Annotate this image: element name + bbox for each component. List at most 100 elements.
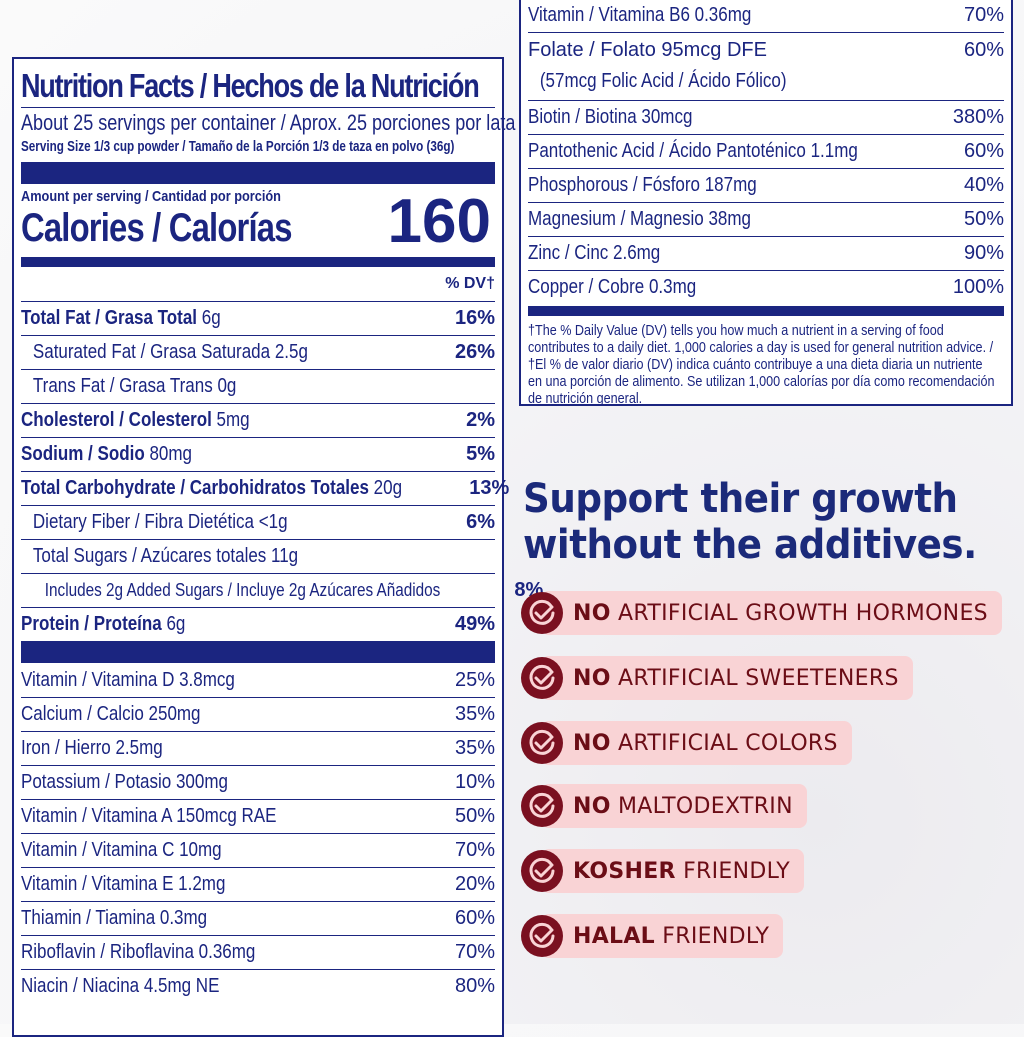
nutrient-amount: 2.5g (274, 341, 308, 363)
headline-line1: Support their growth (523, 476, 958, 522)
nutrient-name: Sodium / Sodio 80mg (21, 443, 192, 466)
nutrient-row: Cholesterol / Colesterol 5mg 2% (21, 403, 495, 437)
badge-rest: FRIENDLY (675, 858, 790, 884)
vitamin-row: Folate / Folato 95mcg DFE (57mcg Folic Ac… (528, 32, 1004, 100)
badge-rest: MALTODEXTRIN (610, 793, 793, 819)
vitamin-row: Vitamin / Vitamina B6 0.36mg 70% (528, 0, 1004, 32)
nutrient-label: Saturated Fat / Grasa Saturada (32, 341, 271, 363)
nutrient-label: Total Fat / Grasa Total (21, 307, 198, 329)
vitamin-row: Iron / Hierro 2.5mg 35% (21, 731, 495, 765)
dv-footnote: †The % Daily Value (DV) tells you how mu… (528, 322, 995, 407)
vitamin-dv: 80% (454, 975, 495, 997)
vitamin-dv: 35% (454, 737, 495, 759)
nutrient-row: Includes 2g Added Sugars / Incluye 2g Az… (21, 573, 543, 607)
badge-rest: FRIENDLY (655, 923, 770, 949)
nutrient-row: Saturated Fat / Grasa Saturada 2.5g 26% (21, 335, 495, 369)
badge-bold: NO (573, 793, 611, 819)
vitamin-row: Calcium / Calcio 250mg 35% (21, 697, 495, 731)
nutrient-name: Includes 2g Added Sugars / Incluye 2g Az… (21, 580, 441, 601)
label-title: Nutrition Facts / Hechos de la Nutrición (21, 67, 480, 104)
check-circle-icon (521, 592, 563, 634)
vitamin-name-wrap: Folate / Folato 95mcg DFE (57mcg Folic Ac… (528, 39, 832, 93)
nutrient-row: Protein / Proteína 6g 49% (21, 607, 495, 641)
vitamin-name: Potassium / Potasio 300mg (21, 771, 228, 793)
feature-badge: NO ARTIFICIAL COLORS (521, 721, 852, 765)
vitamin-name: Folate / Folato 95mcg DFE (528, 39, 767, 61)
amount-per-serving: Amount per serving / Cantidad por porció… (21, 188, 281, 205)
nutrient-name: Total Fat / Grasa Total 6g (21, 307, 221, 330)
badge-text: NO ARTIFICIAL COLORS (541, 721, 852, 765)
check-circle-icon (521, 657, 563, 699)
vitamin-name: Riboflavin / Riboflavina 0.36mg (21, 941, 256, 963)
divider-medium (21, 257, 495, 267)
badge-bold: NO (573, 665, 611, 691)
badge-rest: ARTIFICIAL SWEETENERS (610, 665, 899, 691)
feature-badge: NO MALTODEXTRIN (521, 784, 807, 828)
nutrient-dv: 5% (466, 443, 495, 465)
nutrition-facts-panel: Nutrition Facts / Hechos de la Nutrición… (12, 57, 543, 1037)
vitamin-row: Copper / Cobre 0.3mg 100% (528, 270, 1004, 304)
vitamin-dv: 90% (963, 242, 1004, 264)
vitamin-dv: 100% (952, 276, 1004, 298)
vitamin-dv: 70% (963, 3, 1004, 26)
nutrient-row: Total Fat / Grasa Total 6g 16% (21, 301, 495, 335)
nutrient-name: Total Sugars / Azúcares totales 11g (21, 545, 298, 568)
check-circle-icon (521, 722, 563, 764)
nutrient-label: Sodium / Sodio (21, 443, 145, 465)
vitamin-name: Vitamin / Vitamina D 3.8mcg (21, 668, 235, 691)
vitamin-dv: 70% (454, 839, 495, 861)
vitamin-row: Vitamin / Vitamina C 10mg 70% (21, 833, 495, 867)
badge-bold: NO (573, 600, 611, 626)
vitamin-row: Pantothenic Acid / Ácido Pantoténico 1.1… (528, 134, 1004, 168)
vitamin-dv: 10% (454, 771, 495, 793)
vitamin-row: Potassium / Potasio 300mg 10% (21, 765, 495, 799)
nutrient-amount: <1g (258, 511, 288, 533)
vitamin-name: Vitamin / Vitamina E 1.2mg (21, 873, 226, 895)
vitamin-name: Phosphorous / Fósforo 187mg (528, 174, 757, 196)
vitamin-row: Magnesium / Magnesio 38mg 50% (528, 202, 1004, 236)
vitamin-dv: 50% (454, 805, 495, 827)
nutrient-row: Trans Fat / Grasa Trans 0g (21, 369, 495, 403)
badge-rest: ARTIFICIAL GROWTH HORMONES (610, 600, 988, 626)
vitamin-dv: 50% (963, 208, 1004, 230)
nutrient-name: Cholesterol / Colesterol 5mg (21, 409, 250, 432)
vitamin-name: Vitamin / Vitamina A 150mcg RAE (21, 805, 277, 827)
vitamin-row: Biotin / Biotina 30mcg 380% (528, 100, 1004, 134)
nutrient-name: Protein / Proteína 6g (21, 613, 185, 636)
nutrient-row: Dietary Fiber / Fibra Dietética <1g 6% (21, 505, 495, 539)
nutrient-label: Protein / Proteína (21, 613, 162, 635)
vitamin-dv: 70% (454, 941, 495, 963)
nutrient-label: Cholesterol / Colesterol (21, 409, 212, 431)
check-circle-icon (521, 915, 563, 957)
vitamin-dv: 60% (454, 907, 495, 929)
vitamin-row: Vitamin / Vitamina D 3.8mcg 25% (21, 663, 495, 697)
nutrient-name: Saturated Fat / Grasa Saturada 2.5g (21, 341, 308, 364)
nutrient-row: Sodium / Sodio 80mg 5% (21, 437, 495, 471)
nutrient-dv: 49% (454, 613, 495, 635)
nutrient-amount: 0g (217, 375, 237, 397)
badge-text: HALAL FRIENDLY (541, 914, 784, 958)
vitamin-row: Phosphorous / Fósforo 187mg 40% (528, 168, 1004, 202)
nutrient-amount: 6g (166, 613, 186, 635)
badge-bold: HALAL (573, 923, 656, 949)
vitamin-name: Calcium / Calcio 250mg (21, 703, 201, 725)
vitamin-name: Zinc / Cinc 2.6mg (528, 242, 661, 264)
nutrient-dv: 26% (454, 341, 495, 363)
vitamin-dv: 60% (963, 39, 1004, 61)
vitamin-row: Riboflavin / Riboflavina 0.36mg 70% (21, 935, 495, 969)
dv-header: % DV† (445, 275, 495, 292)
nutrient-row: Total Sugars / Azúcares totales 11g (21, 539, 495, 573)
vitamin-dv: 25% (454, 668, 495, 691)
nutrient-label: Dietary Fiber / Fibra Dietética (32, 511, 254, 533)
feature-badge: KOSHER FRIENDLY (521, 849, 804, 893)
headline: Support their growth without the additiv… (523, 476, 977, 568)
nutrient-label: Includes 2g Added Sugars / Incluye 2g Az… (44, 580, 441, 600)
vitamin-name: Niacin / Niacina 4.5mg NE (21, 975, 220, 997)
vitamin-name: Thiamin / Tiamina 0.3mg (21, 907, 208, 929)
feature-badge: NO ARTIFICIAL SWEETENERS (521, 656, 913, 700)
nutrient-name: Dietary Fiber / Fibra Dietética <1g (21, 511, 288, 534)
badge-rest: ARTIFICIAL COLORS (610, 730, 838, 756)
nutrient-dv: 16% (454, 307, 495, 329)
vitamin-name: Biotin / Biotina 30mcg (528, 106, 693, 128)
badge-text: NO MALTODEXTRIN (541, 784, 807, 828)
